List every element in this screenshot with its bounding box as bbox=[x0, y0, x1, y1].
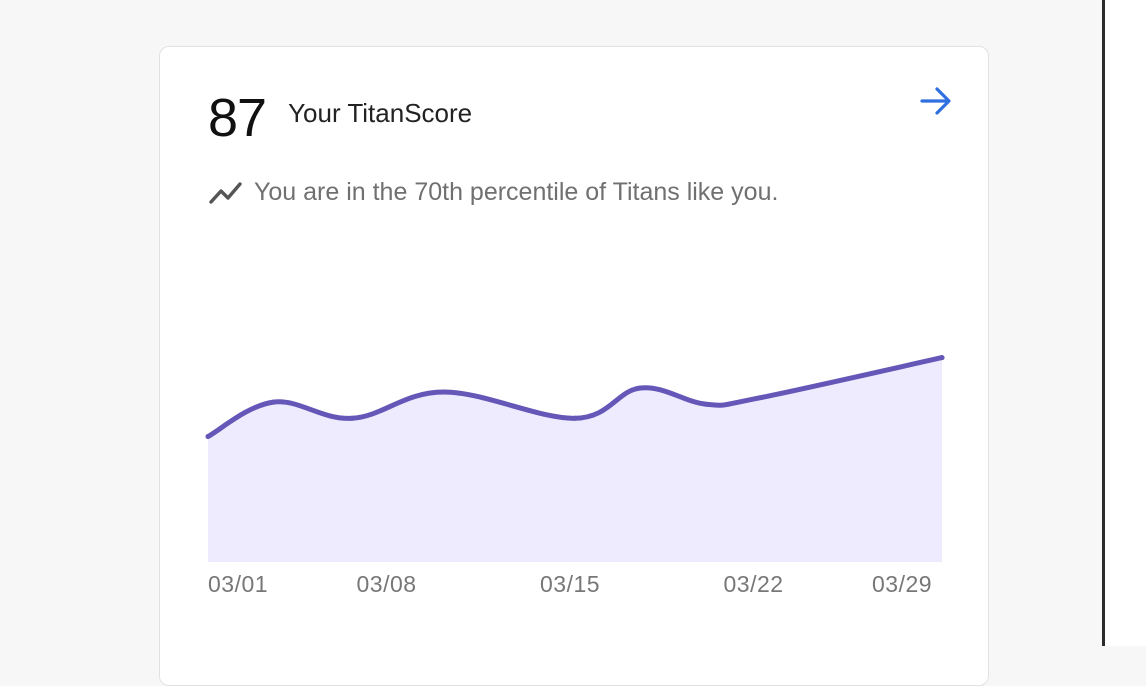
chart-data-point bbox=[271, 399, 276, 405]
percentile-text: You are in the 70th percentile of Titans… bbox=[254, 177, 779, 206]
score-label: Your TitanScore bbox=[288, 98, 473, 128]
score-header: 87 Your TitanScore bbox=[208, 91, 472, 155]
x-tick-label: 03/01 bbox=[208, 571, 269, 597]
chart-data-point bbox=[638, 385, 643, 391]
trending-up-icon bbox=[208, 177, 244, 207]
chart-data-point bbox=[756, 395, 761, 401]
x-tick-label: 03/08 bbox=[356, 571, 417, 597]
score-chart bbox=[205, 355, 945, 562]
x-tick-label: 03/29 bbox=[872, 571, 933, 597]
chart-data-point bbox=[349, 415, 355, 421]
arrow-right-icon[interactable] bbox=[918, 83, 954, 119]
chart-data-point bbox=[441, 389, 447, 395]
x-tick-label: 03/22 bbox=[723, 571, 784, 597]
titanscore-card[interactable]: 87 Your TitanScore You are in the 70th p… bbox=[159, 46, 989, 686]
x-tick-label: 03/15 bbox=[540, 571, 601, 597]
chart-data-point bbox=[939, 355, 945, 361]
chart-data-point bbox=[703, 401, 709, 407]
chart-data-point bbox=[572, 415, 578, 421]
outer-background bbox=[1105, 0, 1146, 646]
score-value: 87 bbox=[208, 88, 267, 148]
chart-area-fill bbox=[208, 357, 942, 562]
window-border bbox=[1102, 0, 1105, 646]
chart-data-point bbox=[205, 434, 211, 439]
percentile-row: You are in the 70th percentile of Titans… bbox=[208, 177, 778, 207]
